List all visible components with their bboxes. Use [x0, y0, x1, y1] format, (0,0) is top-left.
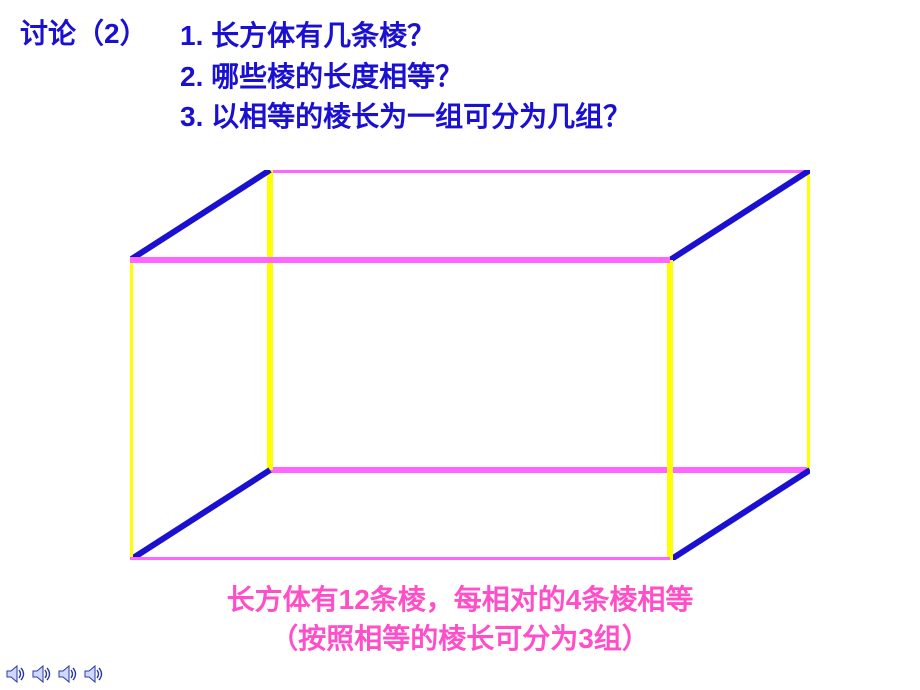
edge-depth-bottom-right: [670, 470, 810, 560]
speaker-icon[interactable]: [6, 664, 28, 684]
cuboid-diagram: [130, 170, 810, 565]
speaker-icon[interactable]: [58, 664, 80, 684]
answer-line-2: （按照相等的棱长可分为3组）: [0, 619, 920, 658]
cuboid-svg: [130, 170, 810, 560]
edge-depth-top-left: [130, 170, 270, 260]
answer-line-1: 长方体有12条棱，每相对的4条棱相等: [0, 580, 920, 619]
answer-block: 长方体有12条棱，每相对的4条棱相等 （按照相等的棱长可分为3组）: [0, 580, 920, 658]
speaker-icon[interactable]: [32, 664, 54, 684]
question-1: 1. 长方体有几条棱？: [180, 16, 631, 57]
question-list: 1. 长方体有几条棱？ 2. 哪些棱的长度相等？ 3. 以相等的棱长为一组可分为…: [180, 16, 631, 138]
speaker-icon[interactable]: [84, 664, 106, 684]
discussion-label: 讨论（2）: [20, 12, 148, 52]
sound-icon-row: [6, 664, 106, 684]
edge-depth-top-right: [670, 170, 810, 260]
question-3: 3. 以相等的棱长为一组可分为几组？: [180, 97, 631, 138]
question-2: 2. 哪些棱的长度相等？: [180, 57, 631, 98]
edge-depth-bottom-left: [130, 470, 270, 560]
